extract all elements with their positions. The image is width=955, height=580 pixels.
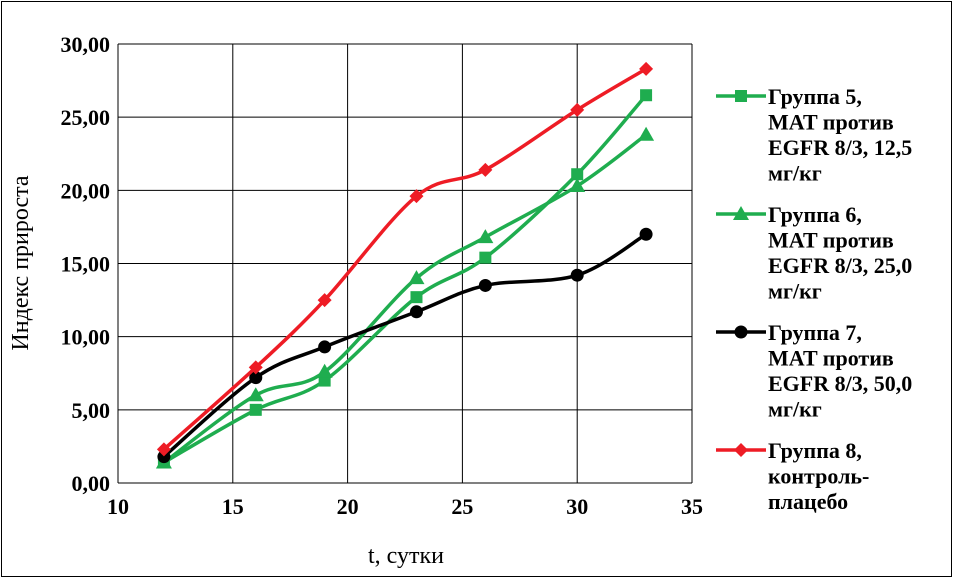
y-tick-label: 25,00 — [61, 105, 111, 130]
series-5 — [157, 89, 653, 469]
data-point — [408, 270, 425, 285]
series-8 — [156, 61, 654, 457]
data-point — [410, 291, 423, 304]
data-point — [478, 162, 493, 177]
legend-swatch-marker — [735, 90, 747, 102]
y-tick-label: 5,00 — [72, 398, 111, 423]
legend-label-line: Группа 5, — [768, 84, 862, 109]
legend-label-line: Группа 7, — [768, 320, 862, 345]
legend-label-line: MAT против — [768, 110, 894, 135]
series-line — [162, 232, 647, 458]
legend-label-line: плацебо — [768, 489, 848, 514]
y-tick-label: 0,00 — [72, 471, 111, 496]
data-point — [478, 278, 492, 292]
grid — [117, 43, 693, 484]
legend-swatch-marker — [734, 443, 748, 457]
data-point — [477, 229, 494, 244]
legend-label-line: мг/кг — [768, 279, 822, 304]
tick-labels: 0,00 5,00 10,00 15,00 20,00 25,00 30,00 10 15 20 2… — [61, 32, 704, 519]
data-point — [248, 360, 263, 375]
data-point — [409, 189, 424, 204]
data-point — [479, 251, 492, 264]
legend-label-line: EGFR 8/3, 50,0 — [768, 371, 912, 396]
data-point — [638, 126, 655, 141]
legend-label-line: мг/кг — [768, 397, 822, 422]
legend-label-line: EGFR 8/3, 25,0 — [768, 253, 912, 278]
data-point — [570, 268, 584, 282]
legend-label-line: мг/кг — [768, 161, 822, 186]
legend-label-line: MAT против — [768, 228, 894, 253]
y-tick-label: 20,00 — [61, 178, 111, 203]
x-tick-label: 15 — [222, 494, 244, 519]
data-point — [409, 305, 423, 319]
data-point — [571, 168, 584, 181]
legend-label-line: Группа 6, — [768, 202, 862, 227]
data-point — [569, 177, 586, 192]
data-point — [570, 102, 585, 117]
data-point — [639, 227, 653, 241]
data-point — [639, 61, 654, 76]
y-tick-label: 15,00 — [61, 252, 111, 277]
data-point — [316, 363, 333, 378]
data-point — [249, 403, 262, 416]
legend-swatch-marker — [734, 325, 748, 339]
legend-label-line: MAT против — [768, 346, 894, 371]
y-tick-label: 10,00 — [61, 325, 111, 350]
legend-label-line: EGFR 8/3, 12,5 — [768, 135, 912, 160]
series-line — [162, 133, 648, 464]
series-6 — [155, 126, 655, 469]
y-tick-label: 30,00 — [61, 32, 111, 57]
data-point — [157, 450, 171, 464]
legend-swatch-marker — [733, 206, 749, 220]
x-tick-label: 20 — [337, 494, 359, 519]
legend-item: Группа 8,контроль-плацебо — [716, 438, 869, 514]
x-tick-label: 35 — [681, 494, 703, 519]
x-axis-title: t, сутки — [368, 543, 444, 569]
series-7 — [157, 227, 653, 464]
x-tick-label: 25 — [451, 494, 473, 519]
legend-label-line: контроль- — [768, 464, 869, 489]
y-axis-title: Индекс прироста — [8, 175, 34, 350]
legend-label-line: Группа 8, — [768, 438, 862, 463]
data-point — [640, 89, 653, 102]
data-point — [317, 293, 332, 308]
data-point — [247, 387, 264, 402]
x-tick-label: 30 — [566, 494, 588, 519]
series-lines — [155, 61, 655, 469]
data-point — [318, 340, 332, 354]
data-point — [249, 371, 263, 385]
data-point — [156, 442, 171, 457]
x-tick-label: 10 — [107, 494, 129, 519]
